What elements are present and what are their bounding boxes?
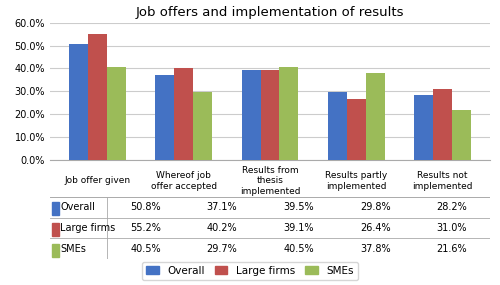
Text: Job offer given: Job offer given (64, 176, 130, 186)
Title: Job offers and implementation of results: Job offers and implementation of results (136, 6, 404, 19)
Text: 39.1%: 39.1% (284, 223, 314, 233)
Bar (328, 92, 347, 160)
Text: 40.5%: 40.5% (130, 244, 161, 254)
Text: 26.4%: 26.4% (360, 223, 390, 233)
Bar (107, 67, 126, 160)
Bar (414, 95, 433, 160)
Bar (242, 70, 260, 160)
Text: Results partly
implemented: Results partly implemented (325, 171, 388, 191)
Bar (347, 99, 366, 160)
Text: 37.1%: 37.1% (206, 202, 238, 212)
Bar (366, 74, 384, 160)
Bar (156, 75, 174, 160)
Text: 55.2%: 55.2% (130, 223, 161, 233)
Bar (52, 223, 59, 236)
Bar (433, 89, 452, 160)
Bar (52, 202, 59, 215)
Text: 39.5%: 39.5% (284, 202, 314, 212)
Text: 31.0%: 31.0% (436, 223, 467, 233)
Bar (69, 44, 88, 160)
Bar (280, 67, 298, 160)
Bar (260, 70, 280, 160)
Text: 40.5%: 40.5% (284, 244, 314, 254)
Text: 21.6%: 21.6% (436, 244, 467, 254)
Text: 40.2%: 40.2% (206, 223, 238, 233)
Text: 37.8%: 37.8% (360, 244, 390, 254)
Text: SMEs: SMEs (60, 244, 86, 254)
Bar (52, 244, 59, 257)
Bar (88, 34, 107, 160)
Text: Whereof job
offer accepted: Whereof job offer accepted (150, 171, 217, 191)
Text: Overall: Overall (60, 202, 95, 212)
Text: 50.8%: 50.8% (130, 202, 161, 212)
Bar (193, 92, 212, 160)
Bar (174, 68, 193, 160)
Text: Results not
implemented: Results not implemented (412, 171, 473, 191)
Text: 29.7%: 29.7% (206, 244, 238, 254)
Text: 28.2%: 28.2% (436, 202, 467, 212)
Legend: Overall, Large firms, SMEs: Overall, Large firms, SMEs (142, 262, 358, 280)
Text: Results from
thesis
implemented: Results from thesis implemented (240, 166, 300, 196)
Text: 29.8%: 29.8% (360, 202, 390, 212)
Bar (452, 110, 471, 160)
Text: Large firms: Large firms (60, 223, 116, 233)
